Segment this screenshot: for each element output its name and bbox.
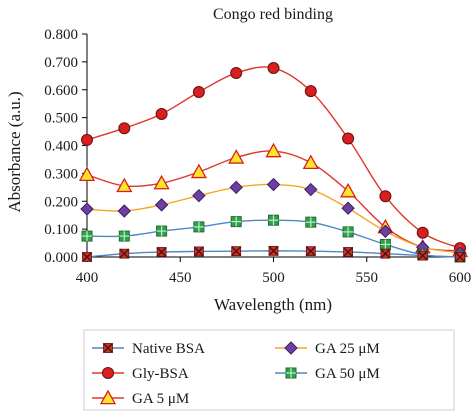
data-point [302, 154, 319, 170]
y-tick-label: 0.600 [44, 83, 78, 99]
data-point [193, 221, 205, 233]
data-point [416, 226, 429, 239]
data-point [192, 188, 206, 203]
legend-frame [83, 329, 455, 411]
data-point [118, 122, 131, 135]
data-point [339, 182, 357, 198]
data-point [380, 248, 391, 259]
legend-label: Gly-BSA [132, 366, 189, 382]
data-point [153, 174, 170, 190]
data-point [417, 250, 428, 261]
data-point [378, 224, 393, 239]
y-tick-label: 0.000 [44, 250, 78, 266]
data-point [80, 202, 94, 216]
legend-item: GA 25 μM [275, 341, 380, 357]
y-tick-label: 0.800 [44, 27, 78, 43]
legend-item: GA 5 μM [92, 389, 189, 407]
data-point [455, 252, 465, 262]
series-4 [81, 214, 466, 263]
data-point [116, 177, 133, 193]
data-point [342, 226, 354, 238]
data-point [231, 246, 242, 257]
data-point [266, 177, 281, 192]
y-tick-label: 0.200 [44, 194, 78, 210]
data-point [230, 216, 242, 228]
legend-item: GA 50 μM [275, 366, 380, 382]
legend-item: Gly-BSA [92, 366, 189, 382]
legend-marker [99, 389, 117, 405]
data-point [192, 85, 205, 98]
legend-marker [102, 367, 114, 379]
x-tick-label: 550 [356, 270, 379, 286]
data-point [230, 67, 243, 80]
data-point [379, 190, 392, 203]
data-point [193, 246, 204, 257]
data-point [343, 246, 354, 257]
data-point [268, 214, 279, 226]
legend-marker [285, 367, 297, 379]
legend-label: GA 50 μM [315, 366, 380, 382]
data-point [156, 246, 167, 257]
x-axis-label: Wavelength (nm) [214, 295, 332, 314]
y-tick-label: 0.700 [44, 55, 78, 71]
y-tick-label: 0.500 [44, 111, 78, 127]
data-point [118, 230, 130, 242]
legend-label: Native BSA [132, 341, 205, 357]
data-point [156, 225, 168, 237]
x-tick-label: 600 [449, 270, 472, 286]
data-point [81, 230, 93, 242]
legend-label: GA 5 μM [132, 391, 189, 407]
legend-label: GA 25 μM [315, 341, 380, 357]
data-point [305, 216, 317, 228]
data-point [119, 248, 130, 259]
series-1 [81, 62, 466, 255]
chart-title: Congo red binding [213, 6, 333, 23]
data-point [82, 252, 92, 262]
data-point [117, 204, 132, 218]
data-point [78, 166, 96, 182]
legend-item: Native BSA [92, 341, 205, 357]
series-2 [78, 142, 469, 258]
data-point [228, 149, 245, 164]
data-point [341, 201, 355, 215]
y-tick-label: 0.100 [44, 222, 78, 238]
y-axis-label: Absorbance (a.u.) [5, 91, 24, 212]
legend-marker [103, 343, 113, 353]
data-point [190, 163, 208, 179]
data-point [154, 198, 169, 212]
data-point [81, 133, 93, 146]
data-point [304, 182, 318, 197]
x-tick-label: 400 [76, 270, 99, 286]
legend-marker [284, 341, 298, 355]
data-point [265, 142, 282, 158]
data-point [268, 245, 279, 256]
x-tick-label: 500 [262, 270, 285, 286]
series-0 [82, 245, 465, 262]
series-line [86, 150, 461, 252]
legend: Native BSA Gly-BSA GA 5 μM GA 25 μM GA 50 μM [83, 329, 455, 411]
data-point [379, 238, 391, 250]
data-point [305, 246, 316, 257]
y-tick-label: 0.300 [44, 166, 78, 182]
data-point [229, 180, 243, 195]
data-point [155, 108, 168, 121]
series-layer [78, 62, 469, 263]
x-tick-label: 450 [169, 270, 192, 286]
y-tick-label: 0.400 [44, 139, 78, 155]
data-point [304, 85, 317, 98]
data-point [342, 132, 355, 145]
y-axis-ticks: 0.000 0.100 0.200 0.300 0.400 0.500 0.600 0.700… [44, 27, 87, 266]
data-point [267, 62, 280, 75]
x-axis-ticks: 400 450 500 550 600 [76, 257, 472, 286]
